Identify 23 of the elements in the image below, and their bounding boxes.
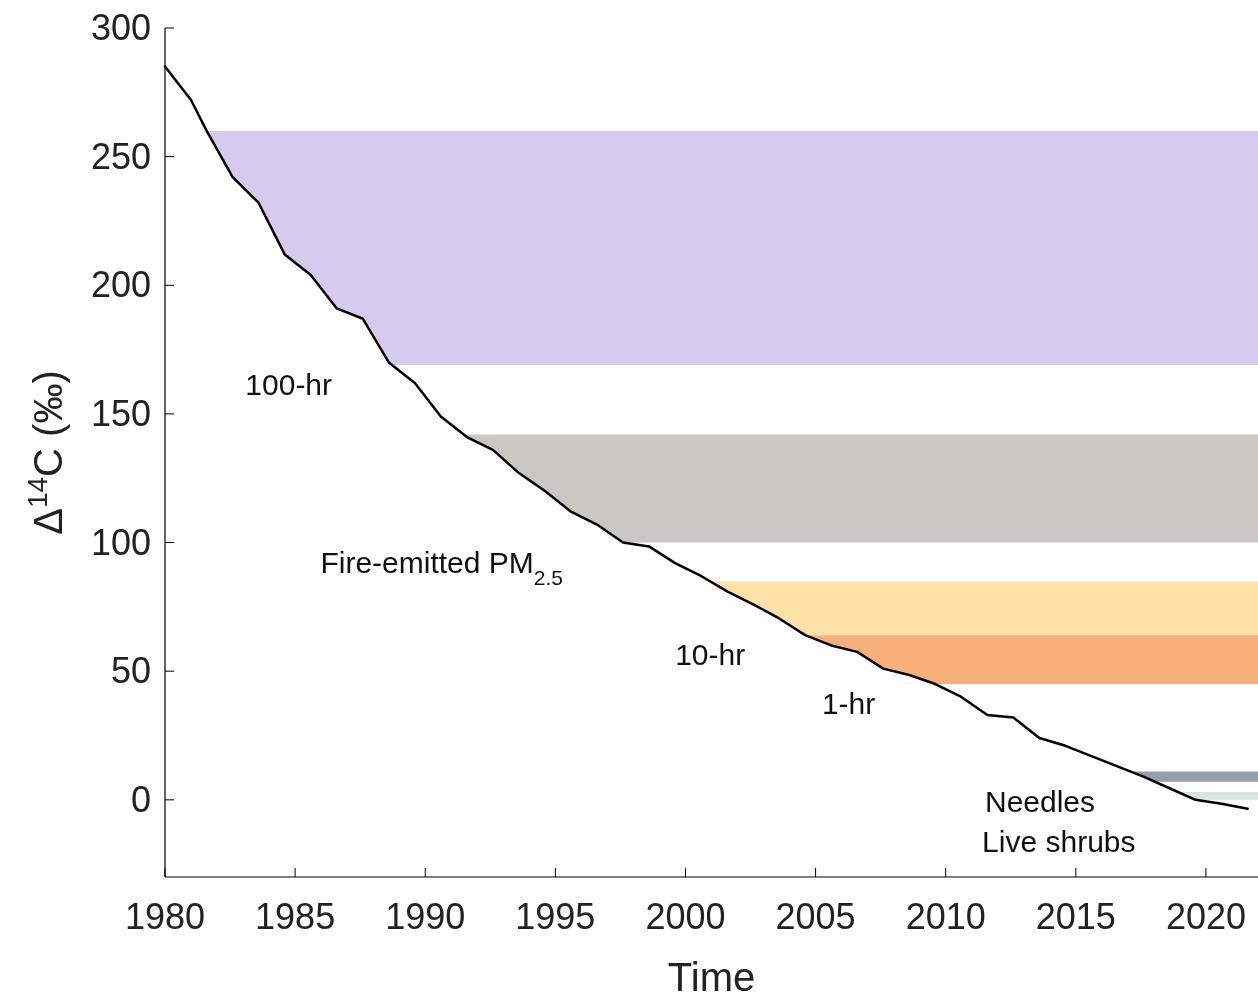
x-tick-label: 1990 — [385, 896, 466, 937]
y-tick-label: 300 — [90, 7, 151, 48]
band-label: Fire-emitted PM$_{2.5}$ — [320, 545, 564, 589]
y-tick-label: 200 — [90, 264, 151, 306]
y-tick-label: 50 — [110, 650, 151, 692]
x-tick-label: 2005 — [775, 896, 856, 937]
x-tick-label: 2010 — [905, 896, 986, 937]
y-tick-label: 0 — [130, 778, 151, 820]
x-tick-label: 2015 — [1035, 896, 1116, 937]
x-axis-title: Time — [667, 955, 756, 997]
band-label: Live shrubs — [982, 824, 1136, 858]
y-tick-label: 100 — [90, 521, 151, 563]
band-label: Needles — [984, 784, 1096, 818]
band-label: 10-hr — [675, 638, 746, 672]
x-tick-label: 1995 — [515, 896, 596, 937]
x-tick-label: 1985 — [255, 896, 336, 937]
x-tick-label: 2000 — [645, 896, 726, 937]
x-tick-label: 2020 — [1165, 896, 1246, 937]
band-label: 100-hr — [245, 368, 333, 402]
y-tick-label: 150 — [90, 392, 151, 434]
y-tick-label: 250 — [90, 135, 151, 177]
x-tick-label: 1980 — [124, 896, 206, 937]
band-label: 1-hr — [821, 687, 876, 721]
